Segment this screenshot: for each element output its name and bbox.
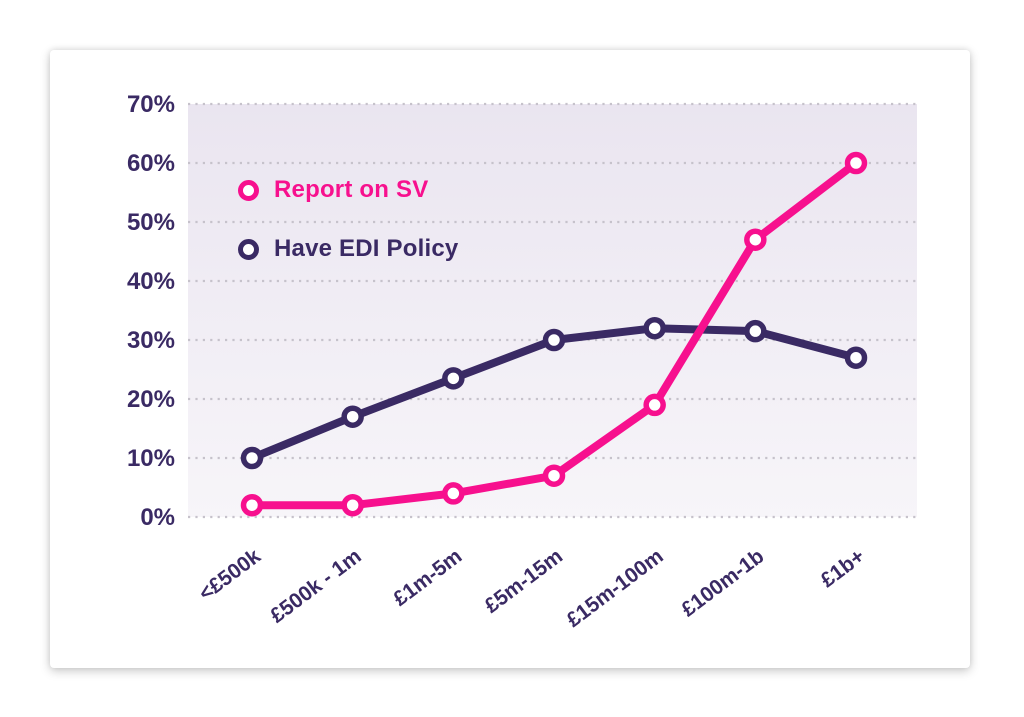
legend-label-have-edi-policy: Have EDI Policy (274, 235, 459, 262)
legend-marker-report-on-sv-icon (238, 179, 259, 201)
svg-text:20%: 20% (127, 386, 175, 413)
chart-card: 0% 10% 20% 30% 40% 50% 60% 70% <£500k £500k - 1m £… (50, 50, 970, 668)
svg-text:70%: 70% (127, 91, 175, 118)
svg-text:30%: 30% (127, 327, 175, 354)
legend-item-have-edi-policy: Have EDI Policy (238, 235, 459, 262)
svg-text:£1m-5m: £1m-5m (389, 545, 466, 611)
svg-text:<£500k: <£500k (195, 544, 266, 605)
svg-text:40%: 40% (127, 268, 175, 295)
svg-text:0%: 0% (140, 504, 175, 531)
svg-text:10%: 10% (127, 445, 175, 472)
svg-text:£5m-15m: £5m-15m (480, 545, 567, 618)
legend-label-report-on-sv: Report on SV (274, 176, 429, 203)
svg-text:£15m-100m: £15m-100m (562, 545, 667, 632)
legend-marker-have-edi-policy-icon (238, 238, 259, 260)
svg-text:50%: 50% (127, 209, 175, 236)
svg-text:£100m-1b: £100m-1b (677, 545, 768, 622)
svg-text:60%: 60% (127, 150, 175, 177)
svg-text:£1b+: £1b+ (816, 545, 869, 593)
legend-item-report-on-sv: Report on SV (238, 176, 458, 203)
svg-text:£500k - 1m: £500k - 1m (266, 545, 366, 628)
chart-legend: Report on SV Have EDI Policy (238, 176, 459, 295)
line-chart: 0% 10% 20% 30% 40% 50% 60% 70% <£500k £500k - 1m £… (127, 91, 917, 632)
